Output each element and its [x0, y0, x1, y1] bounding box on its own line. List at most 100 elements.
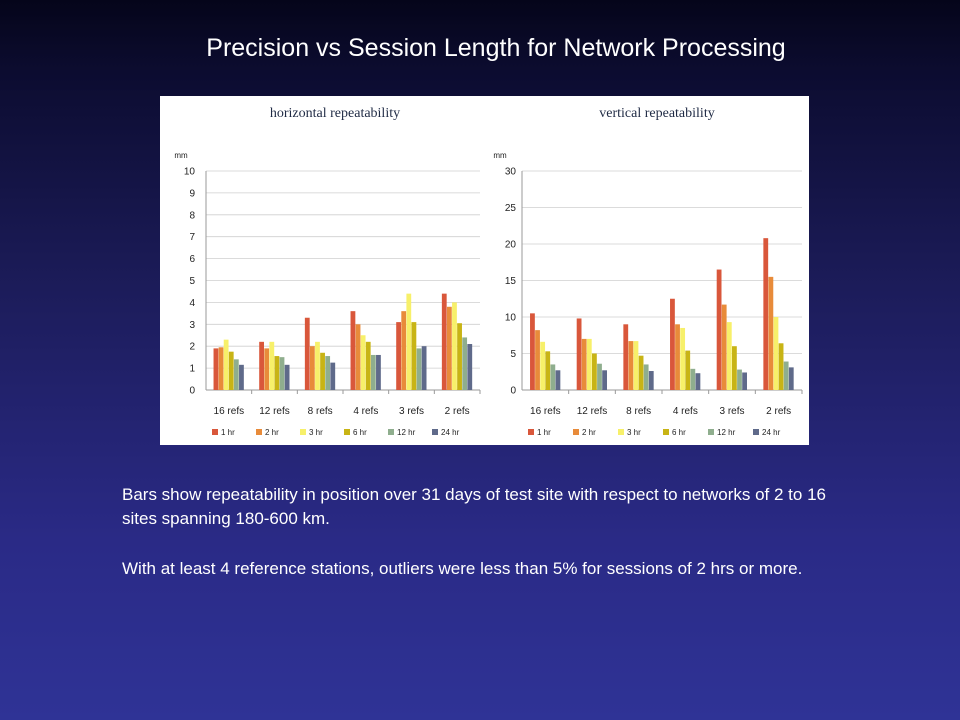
y-tick-label-0-9: 9: [189, 188, 195, 199]
bar-1-0-0: [530, 313, 535, 390]
bar-1-1-2: [586, 338, 592, 390]
bar-0-1-5: [284, 364, 290, 390]
bar-0-4-3: [411, 322, 417, 390]
x-category-label-1-3: 4 refs: [673, 406, 698, 417]
legend-swatch-0-3: [344, 429, 350, 435]
y-tick-label-1-15: 15: [505, 276, 517, 287]
legend-label-0-4: 12 hr: [397, 428, 416, 437]
legend-label-1-2: 3 hr: [627, 428, 641, 437]
x-category-label-0-2: 8 refs: [308, 406, 333, 417]
bar-1-2-2: [633, 341, 639, 390]
bar-0-2-4: [325, 356, 331, 390]
legend-label-0-5: 24 hr: [441, 428, 460, 437]
legend-swatch-1-2: [618, 429, 624, 435]
chart-title-1: vertical repeatability: [599, 106, 714, 121]
x-category-label-0-3: 4 refs: [353, 406, 378, 417]
y-tick-label-1-0: 0: [510, 386, 516, 397]
bar-0-4-0: [396, 322, 401, 390]
bar-0-5-1: [446, 306, 452, 390]
x-category-label-0-4: 3 refs: [399, 406, 424, 417]
x-category-label-1-4: 3 refs: [719, 406, 744, 417]
x-category-label-0-0: 16 refs: [214, 406, 245, 417]
legend-label-0-0: 1 hr: [221, 428, 235, 437]
x-category-label-1-1: 12 refs: [577, 406, 608, 417]
caption-paragraph-2: With at least 4 reference stations, outl…: [122, 557, 852, 581]
bar-1-3-1: [675, 324, 680, 390]
bar-0-5-4: [462, 337, 468, 390]
x-category-label-1-5: 2 refs: [766, 406, 791, 417]
bar-0-1-4: [279, 357, 285, 390]
bar-1-5-2: [773, 317, 779, 390]
y-tick-label-0-8: 8: [189, 210, 195, 221]
legend-swatch-0-2: [300, 429, 306, 435]
bar-0-3-0: [350, 311, 356, 390]
bar-0-4-5: [421, 346, 427, 390]
x-category-label-1-2: 8 refs: [626, 406, 651, 417]
chart-title-0: horizontal repeatability: [270, 106, 400, 121]
bar-1-1-0: [576, 318, 582, 390]
bar-0-4-1: [401, 311, 407, 390]
y-axis-unit-1: mm: [493, 151, 507, 160]
bar-1-0-2: [540, 341, 546, 390]
bar-0-5-2: [452, 302, 457, 390]
y-tick-label-0-0: 0: [189, 386, 195, 397]
y-tick-label-1-30: 30: [505, 167, 517, 178]
x-category-label-0-1: 12 refs: [259, 406, 290, 417]
bar-1-4-0: [716, 269, 722, 390]
bar-0-5-3: [457, 323, 462, 390]
legend-label-1-3: 6 hr: [672, 428, 686, 437]
bar-1-5-3: [778, 343, 784, 390]
bar-1-3-4: [690, 368, 696, 390]
legend-label-0-3: 6 hr: [353, 428, 367, 437]
bar-1-4-3: [732, 346, 737, 390]
y-tick-label-0-3: 3: [189, 320, 195, 331]
bar-1-5-5: [788, 367, 794, 390]
bar-1-1-4: [597, 363, 602, 390]
legend-swatch-1-4: [708, 429, 714, 435]
y-tick-label-1-5: 5: [510, 349, 516, 360]
y-tick-label-0-1: 1: [189, 364, 195, 375]
bar-1-1-1: [581, 338, 587, 390]
caption-text-2: With at least 4 reference stations, outl…: [122, 559, 803, 578]
bar-0-1-0: [259, 341, 264, 390]
bar-0-3-5: [376, 354, 381, 390]
bar-0-2-5: [330, 362, 336, 390]
bar-1-3-0: [670, 298, 675, 390]
x-category-label-1-0: 16 refs: [530, 406, 561, 417]
legend-label-1-0: 1 hr: [537, 428, 551, 437]
legend-swatch-1-5: [753, 429, 759, 435]
y-tick-label-1-10: 10: [505, 313, 517, 324]
legend-swatch-1-1: [573, 429, 579, 435]
bar-0-4-2: [406, 293, 412, 390]
bar-1-2-5: [648, 371, 654, 390]
bar-1-4-5: [742, 372, 747, 390]
repeatability-figure: horizontal repeatability mm 0 1 2 3 4 5 6 7 8 9 10 16…: [160, 96, 809, 445]
bar-0-0-2: [223, 339, 229, 390]
legend-label-1-4: 12 hr: [717, 428, 736, 437]
legend-swatch-0-4: [388, 429, 394, 435]
bar-0-1-1: [264, 348, 270, 390]
bar-1-3-3: [685, 350, 691, 390]
bar-1-1-3: [592, 353, 597, 390]
legend-swatch-0-5: [432, 429, 438, 435]
bar-0-5-0: [441, 293, 447, 390]
bar-1-0-3: [545, 351, 551, 390]
y-axis-unit-0: mm: [174, 151, 188, 160]
caption-paragraph-1: Bars show repeatability in position over…: [122, 483, 852, 531]
bar-1-5-0: [763, 238, 769, 390]
bar-1-2-1: [628, 341, 634, 390]
bar-0-2-0: [304, 317, 310, 390]
bar-0-3-4: [370, 354, 376, 390]
bar-1-0-1: [535, 330, 540, 390]
legend-swatch-1-3: [663, 429, 669, 435]
bar-1-4-1: [721, 304, 727, 390]
bar-1-1-5: [602, 370, 607, 390]
bar-1-0-4: [550, 364, 556, 390]
bar-0-3-1: [355, 324, 361, 390]
bar-0-1-3: [274, 356, 280, 390]
bar-0-2-1: [309, 346, 315, 390]
legend-label-1-5: 24 hr: [762, 428, 781, 437]
bar-1-5-1: [768, 276, 774, 390]
caption-text-1: Bars show repeatability in position over…: [122, 485, 826, 528]
bar-0-1-2: [269, 341, 275, 390]
